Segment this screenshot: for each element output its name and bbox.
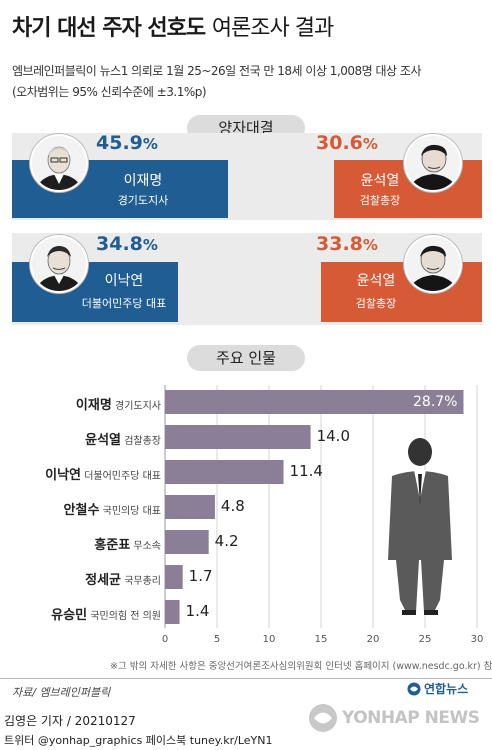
data-label: 11.4 (289, 462, 323, 480)
x-tick-label: 25 (418, 634, 432, 645)
data-label: 14.0 (316, 427, 350, 445)
category-name: 유승민 (51, 608, 88, 623)
category-name: 이재명 (75, 398, 112, 413)
watermark-logo-icon (309, 704, 337, 732)
x-tick-label: 20 (366, 634, 380, 645)
data-label: 1.7 (188, 567, 213, 585)
matchup-1-left-pct: 45.9% (96, 132, 158, 154)
category-label: 안철수 국민의당 대표 (64, 499, 161, 518)
category-label: 유승민 국민의힘 전 의원 (51, 604, 161, 623)
matchup-2-right-pct: 33.8% (316, 233, 378, 255)
person-silhouette-icon (388, 438, 452, 615)
portrait-yoon-seokyoul-2 (404, 235, 462, 293)
category-label: 정세균 국무총리 (85, 569, 161, 588)
page-title: 차기 대선 주자 선호도 여론조사 결과 (12, 10, 334, 42)
x-tick-label: 10 (262, 634, 276, 645)
category-name: 홍준표 (94, 538, 131, 553)
matchup-2-right-title: 검찰총장 (355, 297, 397, 310)
matchup-2-left-name: 이낙연 (104, 273, 144, 289)
subtitle-survey: 엠브레인퍼블릭이 뉴스1 의뢰로 1월 25~26일 전국 만 18세 이상 1… (12, 64, 422, 78)
note-text: ※그 밖의 자세한 사항은 중앙선거여론조사심의위원회 인터넷 홈페이지 (ww… (110, 661, 492, 672)
matchup-2-right-name: 윤석열 (356, 273, 396, 289)
data-label: 4.2 (214, 532, 239, 550)
matchup-1-right-name: 윤석열 (360, 173, 400, 189)
category-title: 국민의당 대표 (99, 506, 161, 517)
category-title: 국무총리 (121, 576, 161, 587)
watermark: YONHAP NEWS (308, 703, 480, 733)
bar-4 (165, 495, 215, 519)
x-tick-label: 0 (161, 634, 169, 645)
category-title: 더불어민주당 대표 (81, 471, 161, 482)
portrait-lee-nakyon (30, 235, 88, 293)
bar-7 (165, 600, 180, 624)
portrait-lee-jaemyung (30, 134, 88, 192)
bar-1 (165, 390, 464, 414)
matchup-1-right-title: 검찰총장 (359, 194, 401, 207)
x-tick-label: 15 (314, 634, 328, 645)
matchup-1-left-title: 경기도지사 (117, 194, 169, 207)
category-title: 무소속 (130, 541, 161, 552)
watermark-text: YONHAP NEWS (342, 708, 480, 728)
title-light: 여론조사 결과 (211, 16, 334, 41)
category-name: 정세균 (85, 573, 122, 588)
x-tick-label: 30 (470, 634, 484, 645)
author-text: 김영은 기자 / 20210127 (4, 714, 136, 728)
x-tick-label: 5 (213, 634, 221, 645)
category-label: 홍준표 무소속 (94, 534, 161, 553)
matchup-2-left-pct: 34.8% (96, 233, 158, 255)
category-name: 윤석열 (85, 433, 122, 448)
section-label-ranking: 주요 인물 (187, 345, 305, 371)
matchup-1-left-name: 이재명 (123, 173, 163, 189)
yonhap-logo-icon (407, 682, 421, 695)
subtitle-margin: (오차범위는 95% 신뢰수준에 ±3.1%p) (12, 85, 207, 99)
footer-divider (0, 678, 492, 679)
category-name: 안철수 (63, 503, 100, 518)
data-label: 28.7% (413, 394, 458, 410)
category-label: 윤석열 검찰총장 (85, 429, 161, 448)
bar-2 (165, 425, 311, 449)
category-title: 검찰총장 (121, 436, 161, 447)
bar-6 (165, 565, 183, 589)
agency-logo: 연합뉴스 (407, 680, 468, 697)
category-title: 국민의힘 전 의원 (87, 611, 161, 622)
category-label: 이재명 경기도지사 (76, 394, 161, 413)
social-text: 트위터 @yonhap_graphics 페이스북 tuney.kr/LeYN1 (4, 734, 273, 747)
category-title: 경기도지사 (111, 401, 161, 412)
category-label: 이낙연 더불어민주당 대표 (45, 464, 161, 483)
category-name: 이낙연 (45, 468, 82, 483)
data-label: 1.4 (185, 602, 210, 620)
portrait-yoon-seokyoul (404, 134, 462, 192)
matchup-1-right-pct: 30.6% (316, 132, 378, 154)
bar-5 (165, 530, 209, 554)
matchup-2-left-title: 더불어민주당 대표 (81, 297, 167, 310)
source-text: 자료/ 엠브레인퍼블릭 (12, 686, 111, 699)
agency-logo-text: 연합뉴스 (424, 682, 469, 696)
bar-3 (165, 460, 284, 484)
data-label: 4.8 (220, 497, 245, 515)
title-bold: 차기 대선 주자 선호도 (12, 16, 206, 41)
